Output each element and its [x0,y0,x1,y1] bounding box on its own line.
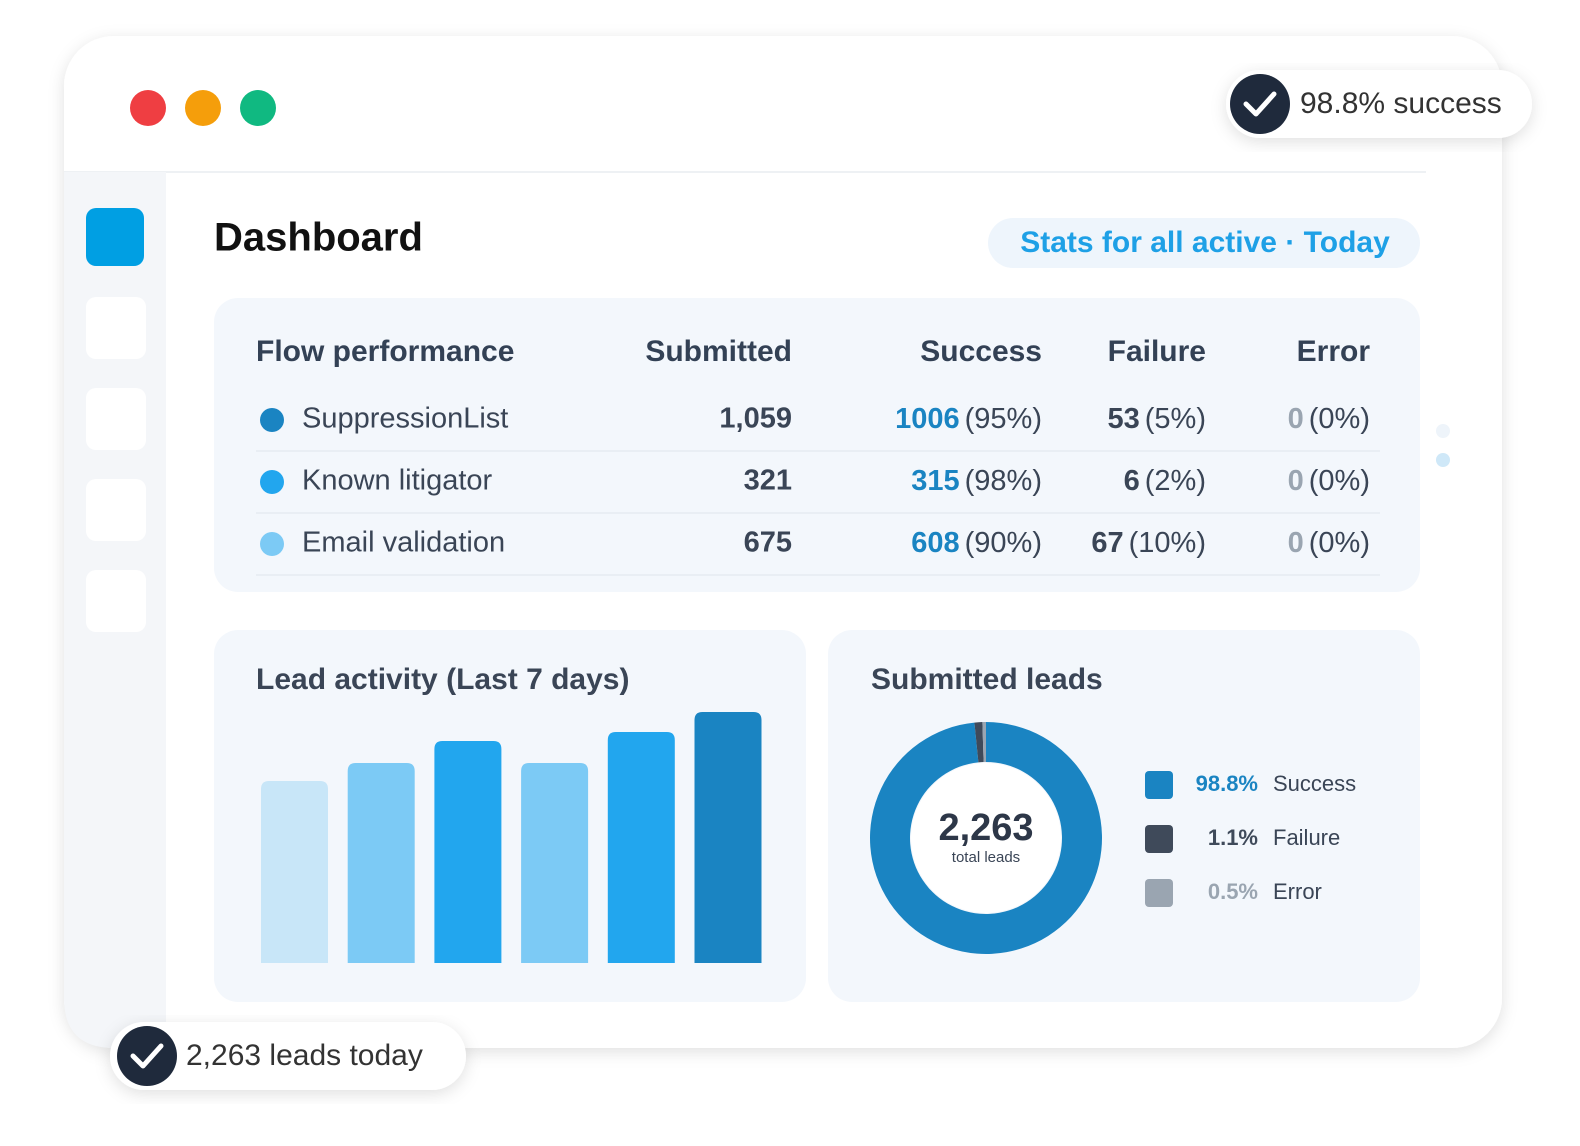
cell-count: 0 [1288,527,1304,559]
row-dot [260,532,284,556]
cell-count: 0 [1288,403,1304,435]
legend-value: 0.5% [1208,879,1258,904]
cell-error: 0 (0%) [1288,527,1370,559]
scroll-dot [1436,424,1450,438]
badge-text: 2,263 leads today [186,1039,423,1072]
chart-title: Lead activity (Last 7 days) [256,663,629,696]
donut-segment [982,722,986,763]
cell-count: 67 [1091,527,1123,559]
cell-percent: (95%) [965,403,1042,435]
legend-label: Failure [1273,825,1340,850]
legend-value: 98.8% [1196,771,1258,796]
donut-total-label: total leads [952,849,1020,866]
bar [347,763,415,963]
page-title: Dashboard [214,216,423,260]
donut-total: 2,263 [938,807,1033,849]
cell-error: 0 (0%) [1288,403,1370,435]
donut-segment [870,722,1103,955]
check [1243,91,1277,117]
window-close[interactable] [130,90,166,126]
row-dot [260,470,284,494]
cell-count: 53 [1108,403,1140,435]
bar [434,741,502,963]
cell-percent: (5%) [1145,403,1206,435]
legend-label: Success [1273,771,1356,796]
nav-item[interactable] [86,479,146,541]
nav-item[interactable] [86,570,146,632]
cell-count: 1006 [895,403,960,435]
check-icon [117,1026,177,1086]
cell-submitted: 1,059 [719,403,792,435]
cell-failure: 67 (10%) [1091,527,1206,559]
row-dot [260,408,284,432]
badge [110,1022,466,1090]
window-maximize[interactable] [240,90,276,126]
cell-submitted: 675 [744,527,792,559]
column-header: Submitted [645,335,792,368]
cell-success: 608 (90%) [911,527,1042,559]
column-header: Flow performance [256,335,514,368]
scroll-dot [1436,453,1450,467]
cell-error: 0 (0%) [1288,465,1370,497]
filter-text[interactable]: Stats for all active · Today [1020,226,1390,259]
column-header: Success [920,335,1042,368]
column-header: Failure [1108,335,1206,368]
row-name: Email validation [302,527,505,559]
window-minimize[interactable] [185,90,221,126]
legend-swatch [1145,825,1173,853]
filter-pill[interactable] [988,218,1420,268]
bar [261,781,328,963]
cell-count: 0 [1288,465,1304,497]
row-name: Known litigator [302,465,493,497]
cell-failure: 53 (5%) [1108,403,1207,435]
check [130,1043,164,1069]
nav-item-active[interactable] [86,208,144,266]
cell-failure: 6 (2%) [1124,465,1206,497]
cell-percent: (10%) [1129,527,1206,559]
cell-success: 1006 (95%) [895,403,1042,435]
legend-swatch [1145,771,1173,799]
column-header: Error [1297,335,1371,368]
cell-count: 315 [911,465,959,497]
badge-text: 98.8% success [1300,87,1502,120]
row-name: SuppressionList [302,403,508,435]
badge [1226,70,1532,138]
cell-percent: (0%) [1309,403,1370,435]
nav-item[interactable] [86,388,146,450]
cell-percent: (0%) [1309,527,1370,559]
donut-segment [974,722,984,763]
cell-success: 315 (98%) [911,465,1042,497]
cell-percent: (2%) [1145,465,1206,497]
table-panel [214,298,1420,592]
legend-value: 1.1% [1208,825,1258,850]
bar [694,712,762,963]
cell-percent: (0%) [1309,465,1370,497]
cell-submitted: 321 [744,465,792,497]
cell-percent: (90%) [965,527,1042,559]
check-icon [1230,74,1290,134]
bar [607,732,675,963]
cell-count: 6 [1124,465,1140,497]
chart-title: Submitted leads [871,663,1103,696]
cell-count: 608 [911,527,959,559]
legend-label: Error [1273,879,1322,904]
bar [521,763,589,963]
legend-swatch [1145,879,1173,907]
cell-percent: (98%) [965,465,1042,497]
nav-item[interactable] [86,297,146,359]
donut-hole [911,763,1061,913]
